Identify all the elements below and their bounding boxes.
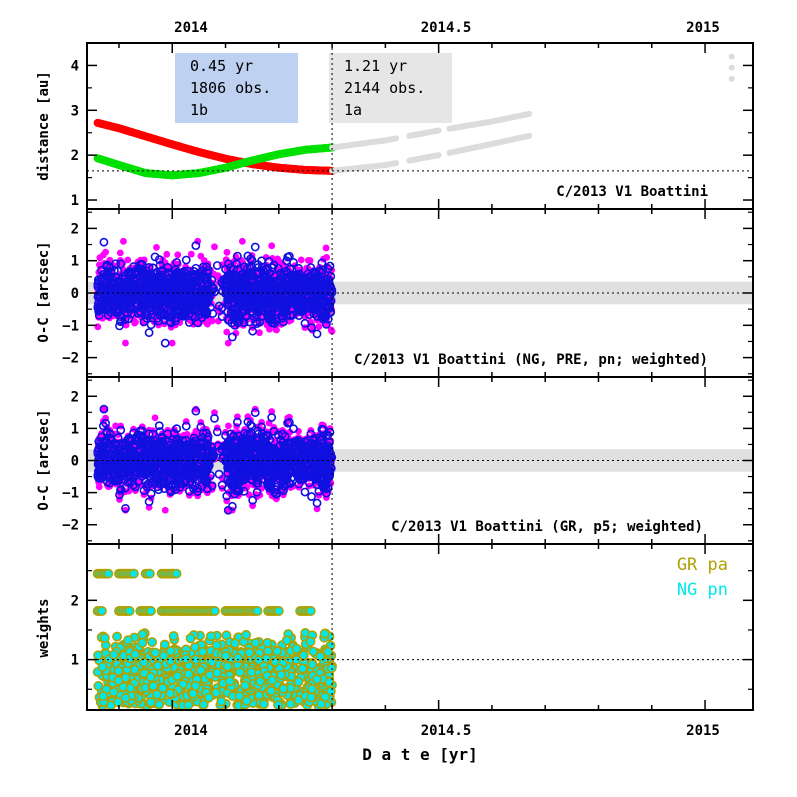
residual-point <box>197 252 205 260</box>
residual-point <box>317 258 327 268</box>
residual-point <box>215 279 223 287</box>
residual-point <box>146 320 156 330</box>
residual-point <box>94 323 102 331</box>
legend-boxes-layer <box>175 53 452 123</box>
residual-point <box>116 249 124 257</box>
residual-point <box>102 248 109 256</box>
residual-point <box>160 338 170 348</box>
residual-point <box>306 263 316 272</box>
distance-point <box>728 75 735 82</box>
distance-point <box>435 152 442 159</box>
distance-point <box>526 110 533 117</box>
residual-point <box>268 242 276 250</box>
distance-point <box>526 132 533 139</box>
residual-point <box>223 328 231 336</box>
legend-box-1a <box>329 53 452 123</box>
distance-point <box>728 53 735 60</box>
residual-point <box>211 243 218 251</box>
residual-point <box>191 241 201 251</box>
distance-point <box>393 135 400 142</box>
distance-series <box>93 143 337 180</box>
residual-point <box>256 329 263 337</box>
residual-point <box>315 323 323 330</box>
residual-point <box>248 326 258 336</box>
distance-point <box>728 64 735 71</box>
residual-point <box>257 262 267 272</box>
residual-point <box>223 248 231 256</box>
residual-point <box>322 244 330 252</box>
residual-point <box>208 309 218 318</box>
residual-point <box>294 263 303 273</box>
distance-series <box>329 110 533 151</box>
residual-point <box>187 250 195 258</box>
residual-point <box>115 312 125 322</box>
residual-point <box>153 243 160 251</box>
residual-point <box>163 250 171 258</box>
residual-point <box>323 264 333 273</box>
distance-point <box>393 160 400 167</box>
residual-point <box>99 237 109 247</box>
residual-point <box>304 256 312 264</box>
residual-series <box>93 237 337 348</box>
residual-point <box>222 256 230 264</box>
residual-point <box>161 506 169 514</box>
residual-point <box>97 265 106 275</box>
residual-point <box>225 422 232 430</box>
legend-box-1b <box>175 53 298 123</box>
residual-point <box>312 329 322 339</box>
residual-point <box>202 262 211 272</box>
residual-point <box>328 327 336 335</box>
residual-point <box>273 257 281 265</box>
residual-point <box>238 237 246 245</box>
residual-point <box>174 251 182 259</box>
residual-point <box>122 339 129 347</box>
data-layer <box>92 53 735 711</box>
residual-point <box>120 237 127 245</box>
residual-point <box>194 237 202 245</box>
residual-point <box>144 328 154 338</box>
residual-point <box>203 320 211 328</box>
residual-point <box>132 318 139 326</box>
distance-point <box>435 127 442 134</box>
residual-point <box>168 339 176 347</box>
residual-point <box>273 326 280 334</box>
residual-point <box>232 329 240 337</box>
residual-point <box>116 317 125 326</box>
residual-point <box>227 332 237 342</box>
distance-series <box>329 132 533 174</box>
residual-point <box>266 325 273 333</box>
residual-point <box>124 256 132 264</box>
residual-point <box>212 261 222 270</box>
residual-point <box>232 251 242 261</box>
residual-point <box>224 339 232 347</box>
residual-point <box>297 256 305 264</box>
residual-point <box>146 272 156 282</box>
distance-series <box>728 53 735 82</box>
residual-point <box>115 321 124 331</box>
residual-point <box>123 308 132 318</box>
residual-point <box>250 242 260 252</box>
residual-point <box>116 259 126 269</box>
residual-point <box>181 255 191 265</box>
